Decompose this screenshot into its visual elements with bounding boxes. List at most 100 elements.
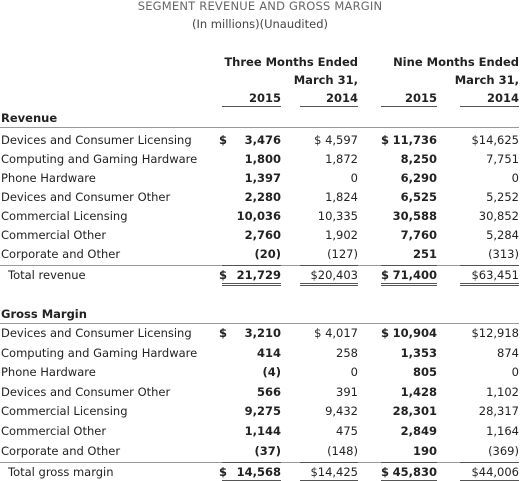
currency: $: [219, 465, 228, 479]
cell: 6,525: [400, 190, 437, 204]
rule: [460, 265, 519, 266]
cell: 5,284: [486, 228, 519, 242]
section-title: Gross Margin: [1, 307, 87, 321]
currency: $: [381, 326, 390, 340]
row-label: Phone Hardware: [1, 171, 96, 185]
cell: $44,006: [471, 465, 519, 479]
rule: [460, 106, 519, 107]
cell: 0: [511, 171, 519, 185]
cell: 1,102: [486, 384, 519, 399]
section-title: Revenue: [1, 111, 58, 125]
cell: 414: [256, 345, 281, 360]
rule: [381, 285, 437, 286]
cell: 805: [412, 365, 437, 380]
cell: 8,250: [400, 152, 437, 166]
cell: 9,432: [325, 404, 358, 419]
cell: 10,904: [392, 326, 437, 340]
rule: [300, 462, 358, 463]
cell: 1,164: [486, 424, 519, 438]
column-group: March 31,: [454, 73, 519, 87]
row-label: Computing and Gaming Hardware: [1, 152, 198, 166]
cell: 0: [350, 365, 358, 380]
row-label: Devices and Consumer Other: [1, 190, 171, 204]
rule: [300, 106, 358, 107]
year-header: 2015: [248, 91, 281, 105]
cell: $ 4,597: [314, 133, 358, 147]
cell: $14,625: [471, 133, 519, 147]
cell: (4): [262, 365, 281, 380]
row-label: Commercial Licensing: [1, 209, 128, 223]
cell: 28,301: [392, 404, 437, 419]
total-label: Total gross margin: [8, 465, 114, 479]
cell: 190: [412, 443, 437, 458]
cell: 10,335: [317, 209, 358, 223]
rule: [381, 106, 437, 107]
cell: 475: [336, 424, 358, 438]
cell: $ 4,017: [314, 326, 358, 340]
currency: $: [381, 268, 390, 282]
row-label: Computing and Gaming Hardware: [1, 345, 198, 360]
row-label: Corporate and Other: [1, 247, 121, 261]
cell: $12,918: [471, 326, 519, 340]
rule: [222, 283, 281, 284]
rule: [381, 462, 437, 463]
cell: (369): [488, 443, 519, 458]
row-label: Phone Hardware: [1, 365, 96, 380]
rule: [0, 127, 519, 128]
column-group: Nine Months Ended: [393, 55, 519, 69]
row-label: Devices and Consumer Other: [1, 384, 171, 399]
cell: (148): [327, 443, 358, 458]
row-label: Corporate and Other: [1, 443, 121, 458]
year-header: 2014: [325, 91, 358, 105]
rule: [222, 462, 281, 463]
rule: [381, 283, 437, 284]
row-label: Commercial Other: [1, 424, 107, 438]
cell: (20): [254, 247, 281, 261]
rule: [381, 265, 437, 266]
cell: $63,451: [471, 268, 519, 282]
year-header: 2015: [404, 91, 437, 105]
cell: 3,210: [244, 326, 281, 340]
row-label: Devices and Consumer Licensing: [1, 326, 192, 340]
cell: 10,036: [236, 209, 281, 223]
title: SEGMENT REVENUE AND GROSS MARGIN: [137, 0, 383, 13]
cell: 30,852: [478, 209, 519, 223]
total-label: Total revenue: [8, 268, 86, 282]
cell: 0: [350, 171, 358, 185]
row-label: Commercial Other: [1, 228, 107, 242]
cell: 1,144: [244, 424, 281, 438]
cell: 5,252: [486, 190, 519, 204]
cell: $14,425: [310, 465, 358, 479]
rule: [222, 106, 281, 107]
cell: 1,353: [400, 345, 437, 360]
currency: $: [219, 133, 228, 147]
row-label: Commercial Licensing: [1, 404, 128, 419]
column-group: March 31,: [293, 73, 358, 87]
cell: 251: [412, 247, 437, 261]
cell: 7,751: [486, 152, 519, 166]
cell: 874: [497, 345, 519, 360]
cell: 30,588: [392, 209, 437, 223]
cell: 391: [336, 384, 358, 399]
cell: 1,397: [244, 171, 281, 185]
column-group: Three Months Ended: [224, 55, 358, 69]
cell: 14,568: [236, 465, 281, 479]
rule: [222, 265, 281, 266]
rule: [460, 283, 519, 284]
cell: 1,872: [325, 152, 358, 166]
cell: 11,736: [392, 133, 437, 147]
cell: (37): [254, 443, 281, 458]
cell: 1,428: [400, 384, 437, 399]
cell: 71,400: [392, 268, 437, 282]
cell: 0: [511, 365, 519, 380]
cell: (313): [488, 247, 519, 261]
cell: 6,290: [400, 171, 437, 185]
subtitle: (In millions)(Unaudited): [191, 17, 328, 31]
rule: [222, 285, 281, 286]
cell: 3,476: [244, 133, 281, 147]
rule: [300, 265, 358, 266]
cell: 2,280: [244, 190, 281, 204]
cell: 258: [336, 345, 358, 360]
currency: $: [219, 268, 228, 282]
